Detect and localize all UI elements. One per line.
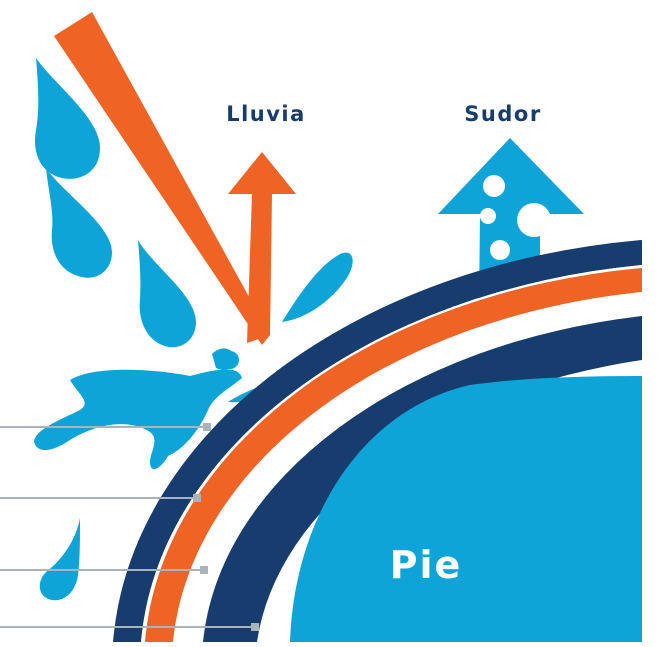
deflection-arrow-icon xyxy=(228,152,296,343)
leader-marker xyxy=(203,423,211,431)
foot-shape xyxy=(290,376,642,642)
leader-markers xyxy=(193,423,259,631)
incoming-rain-arrow-icon xyxy=(54,12,270,345)
raindrop-icon xyxy=(46,168,112,278)
raindrop-icon xyxy=(35,58,100,179)
foot-label: Pie xyxy=(390,543,463,587)
raindrop-icon xyxy=(39,518,80,601)
raindrops xyxy=(35,58,196,601)
white-gap-arc-2 xyxy=(173,292,642,642)
leader-marker xyxy=(193,494,201,502)
leader-marker xyxy=(251,623,259,631)
leader-marker xyxy=(200,566,208,574)
outer-layer-arc xyxy=(113,240,642,642)
rain-label: Lluvia xyxy=(226,102,306,126)
membrane-layer-arc xyxy=(145,268,642,642)
leader-lines xyxy=(0,426,254,628)
sweat-label: Sudor xyxy=(464,102,541,126)
inner-layer-arc xyxy=(203,316,642,642)
raindrop-icon xyxy=(138,240,196,348)
